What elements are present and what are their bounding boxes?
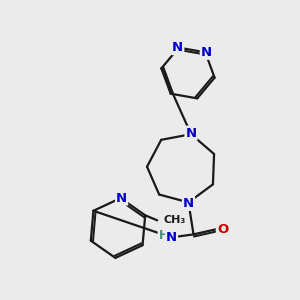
- Text: N: N: [172, 41, 183, 54]
- Text: N: N: [201, 46, 212, 59]
- Text: N: N: [185, 127, 197, 140]
- Text: N: N: [166, 231, 177, 244]
- Text: H: H: [159, 229, 168, 242]
- Text: O: O: [217, 223, 228, 236]
- Text: CH₃: CH₃: [163, 215, 185, 225]
- Text: N: N: [183, 197, 194, 210]
- Text: N: N: [116, 192, 127, 205]
